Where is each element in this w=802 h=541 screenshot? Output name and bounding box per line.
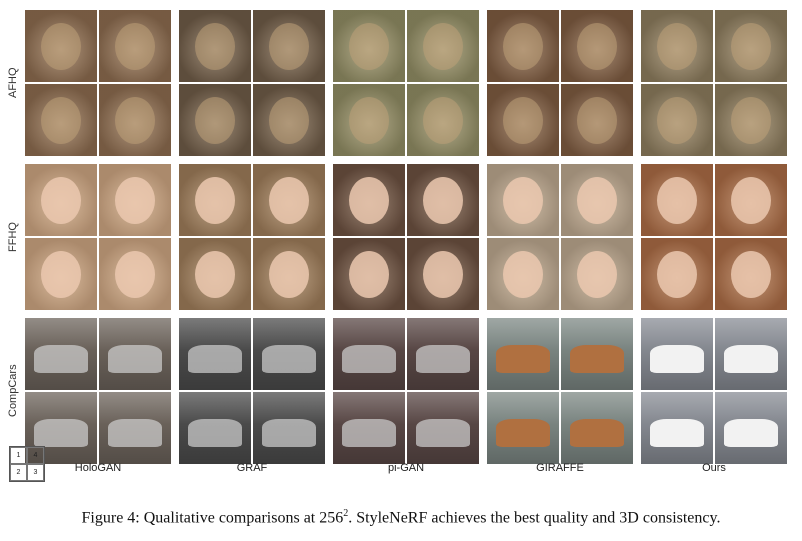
image-tile bbox=[715, 164, 787, 236]
image-grid-compcars-ours bbox=[641, 318, 787, 464]
image-tile bbox=[333, 10, 405, 82]
image-tile bbox=[179, 392, 251, 464]
image-tile bbox=[25, 164, 97, 236]
image-tile bbox=[333, 164, 405, 236]
image-tile bbox=[487, 10, 559, 82]
image-tile bbox=[561, 84, 633, 156]
image-tile bbox=[99, 10, 171, 82]
image-tile bbox=[641, 10, 713, 82]
legend-cell: 2 bbox=[10, 464, 27, 481]
image-tile bbox=[25, 10, 97, 82]
caption-suffix: . StyleNeRF achieves the best quality an… bbox=[348, 509, 721, 527]
image-tile bbox=[715, 84, 787, 156]
image-tile bbox=[561, 318, 633, 390]
image-tile bbox=[99, 84, 171, 156]
image-tile bbox=[333, 238, 405, 310]
image-tile bbox=[99, 164, 171, 236]
image-tile bbox=[253, 84, 325, 156]
row-label-afhq: AFHQ bbox=[7, 67, 19, 99]
figure-caption: Figure 4: Qualitative comparisons at 256… bbox=[0, 508, 802, 527]
image-tile bbox=[641, 392, 713, 464]
image-tile bbox=[99, 238, 171, 310]
image-tile bbox=[253, 318, 325, 390]
image-grid-afhq-ours bbox=[641, 10, 787, 156]
image-tile bbox=[641, 164, 713, 236]
image-tile bbox=[641, 84, 713, 156]
image-tile bbox=[561, 238, 633, 310]
view-order-legend: 1 4 2 3 bbox=[9, 446, 45, 482]
image-tile bbox=[179, 10, 251, 82]
image-grid-ffhq-pi-gan bbox=[333, 164, 479, 310]
image-tile bbox=[25, 318, 97, 390]
image-tile bbox=[561, 392, 633, 464]
image-tile bbox=[407, 238, 479, 310]
image-tile bbox=[253, 164, 325, 236]
image-tile bbox=[715, 10, 787, 82]
col-label-ours: Ours bbox=[702, 462, 726, 474]
legend-cell: 3 bbox=[27, 464, 44, 481]
image-tile bbox=[25, 84, 97, 156]
image-grid-ffhq-graf bbox=[179, 164, 325, 310]
col-label-giraffe: GIRAFFE bbox=[536, 462, 584, 474]
image-grid-ffhq-giraffe bbox=[487, 164, 633, 310]
image-tile bbox=[407, 164, 479, 236]
image-tile bbox=[25, 238, 97, 310]
image-tile bbox=[715, 238, 787, 310]
image-tile bbox=[715, 392, 787, 464]
image-tile bbox=[99, 392, 171, 464]
image-tile bbox=[715, 318, 787, 390]
image-grid-afhq-pi-gan bbox=[333, 10, 479, 156]
image-tile bbox=[487, 392, 559, 464]
caption-superscript: 2 bbox=[343, 508, 349, 519]
col-label-pi-gan: pi-GAN bbox=[387, 462, 425, 474]
legend-cell: 1 bbox=[10, 447, 27, 464]
image-grid-afhq-giraffe bbox=[487, 10, 633, 156]
legend-cell: 4 bbox=[27, 447, 44, 464]
image-tile bbox=[407, 84, 479, 156]
image-tile bbox=[333, 392, 405, 464]
image-grid-compcars-hologan bbox=[25, 318, 171, 464]
image-tile bbox=[487, 238, 559, 310]
row-label-compcars: CompCars bbox=[7, 364, 19, 418]
image-grid-afhq-hologan bbox=[25, 10, 171, 156]
image-tile bbox=[333, 84, 405, 156]
image-grid-compcars-graf bbox=[179, 318, 325, 464]
image-tile bbox=[561, 10, 633, 82]
image-tile bbox=[561, 164, 633, 236]
image-tile bbox=[179, 318, 251, 390]
image-tile bbox=[179, 164, 251, 236]
image-grid-ffhq-ours bbox=[641, 164, 787, 310]
image-tile bbox=[407, 392, 479, 464]
row-label-ffhq: FFHQ bbox=[7, 222, 19, 252]
image-tile bbox=[487, 318, 559, 390]
image-grid-compcars-pi-gan bbox=[333, 318, 479, 464]
caption-prefix: Figure 4: Qualitative comparisons at 256 bbox=[81, 509, 344, 527]
image-tile bbox=[25, 392, 97, 464]
image-tile bbox=[407, 318, 479, 390]
image-tile bbox=[99, 318, 171, 390]
col-label-graf: GRAF bbox=[236, 462, 268, 474]
col-label-hologan: HoloGAN bbox=[74, 462, 122, 474]
image-tile bbox=[253, 238, 325, 310]
image-tile bbox=[641, 318, 713, 390]
image-tile bbox=[487, 84, 559, 156]
image-tile bbox=[641, 238, 713, 310]
image-grid-afhq-graf bbox=[179, 10, 325, 156]
image-tile bbox=[253, 10, 325, 82]
image-tile bbox=[179, 238, 251, 310]
image-tile bbox=[253, 392, 325, 464]
image-tile bbox=[333, 318, 405, 390]
image-grid-ffhq-hologan bbox=[25, 164, 171, 310]
image-tile bbox=[487, 164, 559, 236]
image-grid-compcars-giraffe bbox=[487, 318, 633, 464]
image-tile bbox=[407, 10, 479, 82]
image-tile bbox=[179, 84, 251, 156]
